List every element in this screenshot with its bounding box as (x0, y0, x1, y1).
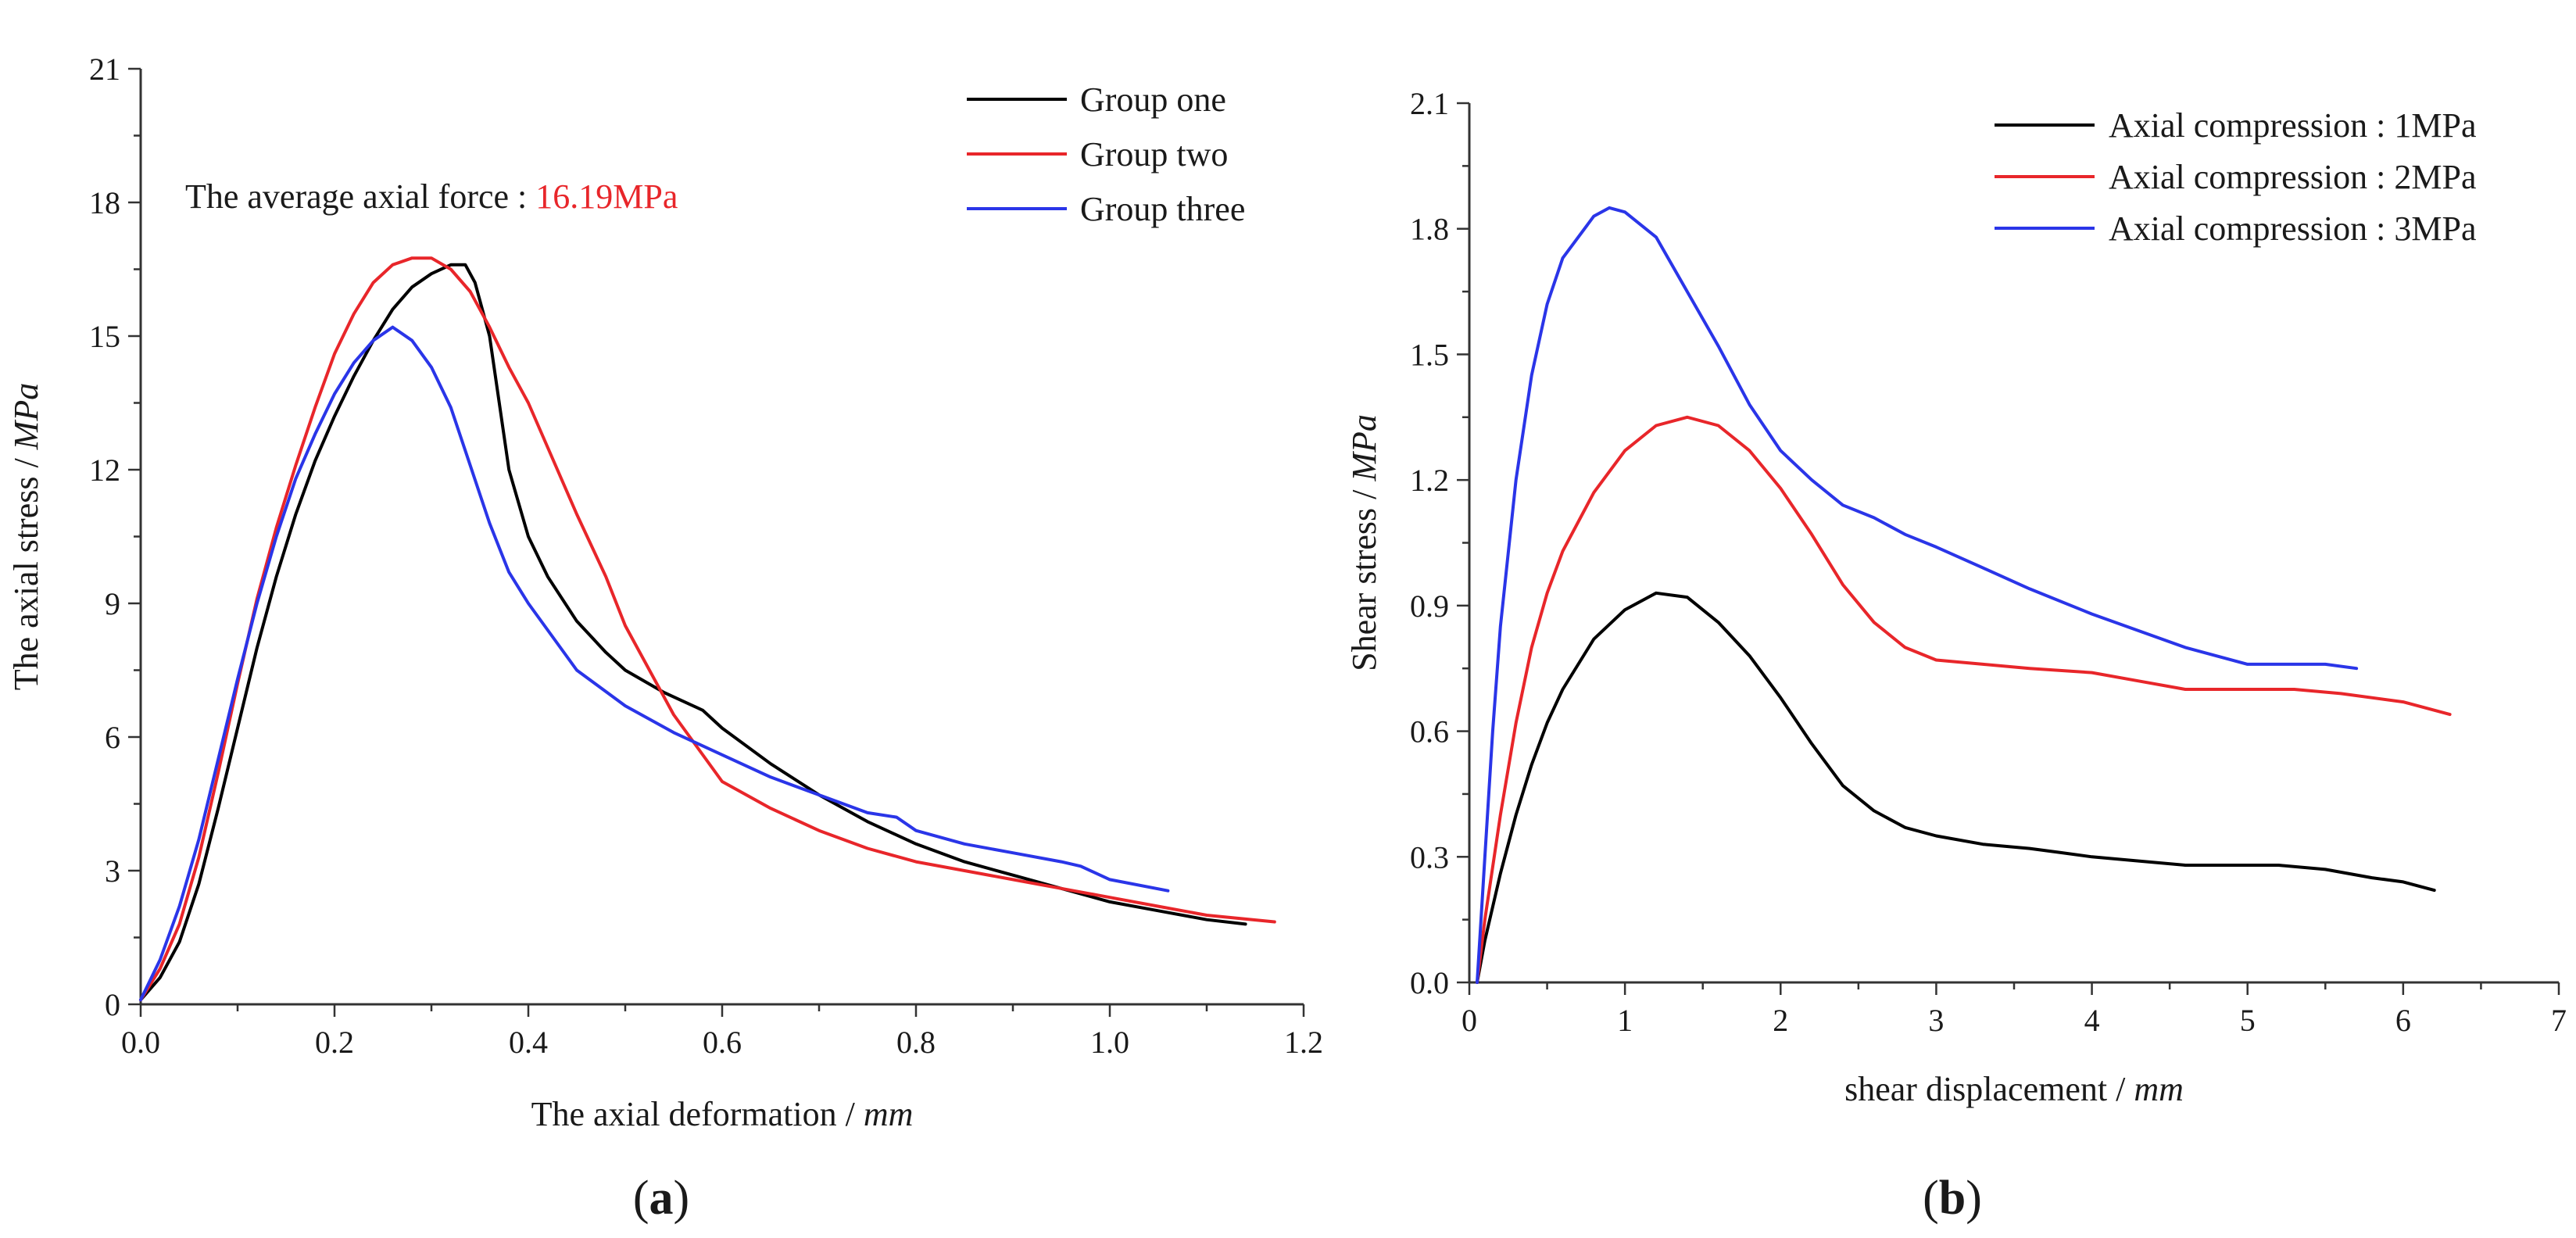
chart-panel-b: 0 1 2 3 4 5 6 7 0.0 0.3 0.6 0.9 1.2 1.5 1.8 2.1 shear di… (1345, 86, 2567, 1225)
legend-label: Group three (1080, 190, 1245, 228)
y-tick-label: 2.1 (1410, 86, 1449, 121)
y-tick-label: 0.9 (1410, 589, 1449, 624)
y-tick-label: 1.8 (1410, 212, 1449, 247)
y-tick-label: 0.3 (1410, 839, 1449, 875)
y-tick-label: 3 (105, 853, 120, 889)
x-tick-label: 0.0 (121, 1025, 160, 1060)
y-tick-label: 6 (105, 720, 120, 755)
legend-label: Group one (1080, 81, 1226, 119)
y-tick-label: 9 (105, 586, 120, 621)
y-tick-label: 1.5 (1410, 337, 1449, 372)
series-line-2 (139, 256, 1276, 1002)
x-axis-title: The axial deformation / mm (531, 1095, 914, 1133)
x-tick-label: 3 (1928, 1003, 1944, 1038)
series-line-1 (1476, 591, 2436, 984)
y-tick-label: 0.6 (1410, 714, 1449, 750)
y-tick-label: 1.2 (1410, 463, 1449, 498)
y-tick-label: 21 (89, 52, 120, 87)
legend-label: Axial compression : 3MPa (2109, 209, 2477, 248)
y-axis-title: The axial stress / MPa (7, 383, 45, 690)
x-tick-label: 0 (1462, 1003, 1477, 1038)
legend-label: Group two (1080, 135, 1228, 174)
x-tick-label: 2 (1773, 1003, 1788, 1038)
legend-label: Axial compression : 1MPa (2109, 106, 2477, 145)
average-axial-force-annotation: The average axial force : 16.19MPa (185, 177, 678, 216)
x-tick-label: 1 (1617, 1003, 1633, 1038)
series-line-1 (139, 263, 1247, 1002)
y-axis-title: Shear stress / MPa (1345, 414, 1383, 671)
panel-label: (a) (633, 1172, 689, 1225)
y-tick-label: 12 (89, 453, 120, 488)
series-line-3 (139, 325, 1170, 1002)
chart-panel-a: 0.0 0.2 0.4 0.6 0.8 1.0 1.2 0 3 6 9 12 15 18 21 The axi… (7, 52, 1323, 1225)
panel-label: (b) (1923, 1172, 1982, 1225)
x-tick-label: 0.6 (703, 1025, 742, 1060)
x-tick-label: 0.2 (315, 1025, 354, 1060)
x-tick-label: 4 (2084, 1003, 2100, 1038)
x-tick-label: 7 (2551, 1003, 2567, 1038)
legend-label: Axial compression : 2MPa (2109, 158, 2477, 196)
x-tick-label: 5 (2240, 1003, 2256, 1038)
y-tick-label: 0.0 (1410, 965, 1449, 1000)
y-tick-label: 15 (89, 319, 120, 354)
series-line-2 (1476, 415, 2452, 984)
x-tick-label: 0.4 (509, 1025, 548, 1060)
series-line-3 (1476, 206, 2359, 984)
y-tick-label: 18 (89, 185, 120, 220)
x-axis-title: shear displacement / mm (1844, 1070, 2184, 1108)
y-tick-label: 0 (105, 987, 120, 1022)
x-tick-label: 6 (2395, 1003, 2411, 1038)
x-tick-label: 1.2 (1284, 1025, 1323, 1060)
x-tick-label: 0.8 (896, 1025, 936, 1060)
x-tick-label: 1.0 (1090, 1025, 1129, 1060)
